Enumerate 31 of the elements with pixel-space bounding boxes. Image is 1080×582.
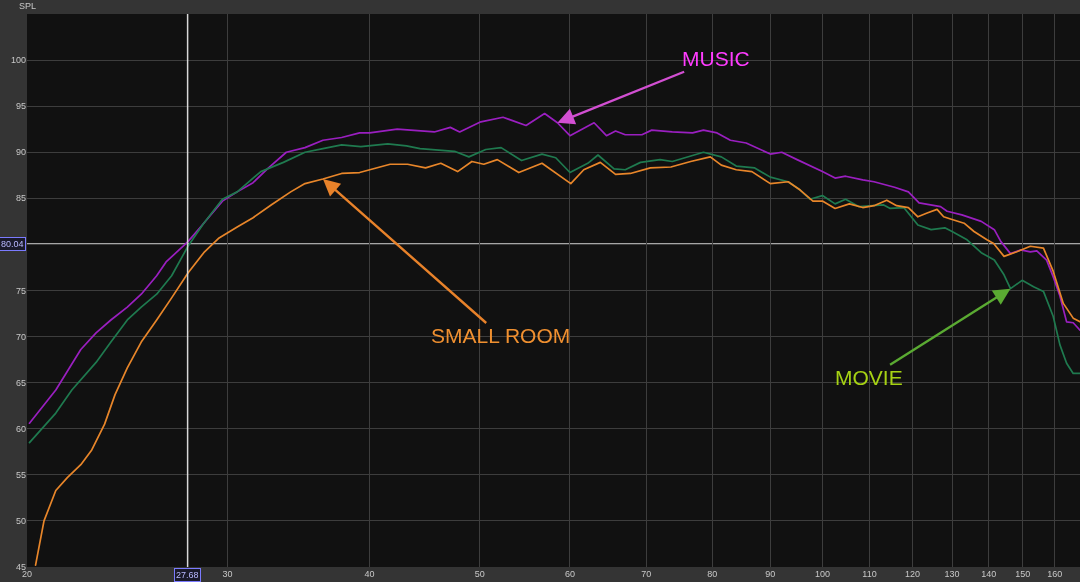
x-tick-label: 150 [1015,569,1031,579]
y-tick-label: 100 [10,55,26,66]
x-tick-label: 130 [944,569,960,579]
y-tick-label: 60 [15,423,26,434]
y-tick-label: 50 [15,516,26,527]
y-axis-title: SPL [19,1,37,11]
x-tick-label: 120 [905,569,921,579]
annotation: MOVIE [835,366,903,389]
y-tick-label: 70 [15,331,26,342]
y-tick-label: 55 [15,469,26,480]
x-tick-label: 90 [765,569,776,579]
x-tick-label: 20 [21,569,33,579]
x-tick-label: 100 [814,569,830,579]
y-tick-label: 85 [15,193,26,204]
y-tick-label: 95 [15,101,26,112]
x-tick-label: 50 [474,569,485,579]
x-tick-label: 110 [862,569,877,579]
x-tick-label: 80 [707,569,718,579]
x-tick-label: 40 [364,569,375,579]
x-tick-label: 60 [564,569,575,579]
annotation: SMALL ROOM [431,324,571,347]
y-tick-label: 90 [15,147,26,158]
x-tick-label: 160 [1047,569,1063,579]
annotation: MUSIC [682,47,750,70]
x-tick-label: 70 [641,569,652,579]
y-tick-label: 65 [15,377,26,388]
x-tick-label: 30 [222,569,233,579]
ref-line-label: 27.68 [176,570,199,580]
x-tick-label: 140 [981,569,997,579]
y-tick-label: 75 [15,285,26,296]
ref-line-label: 80.04 [1,239,24,249]
